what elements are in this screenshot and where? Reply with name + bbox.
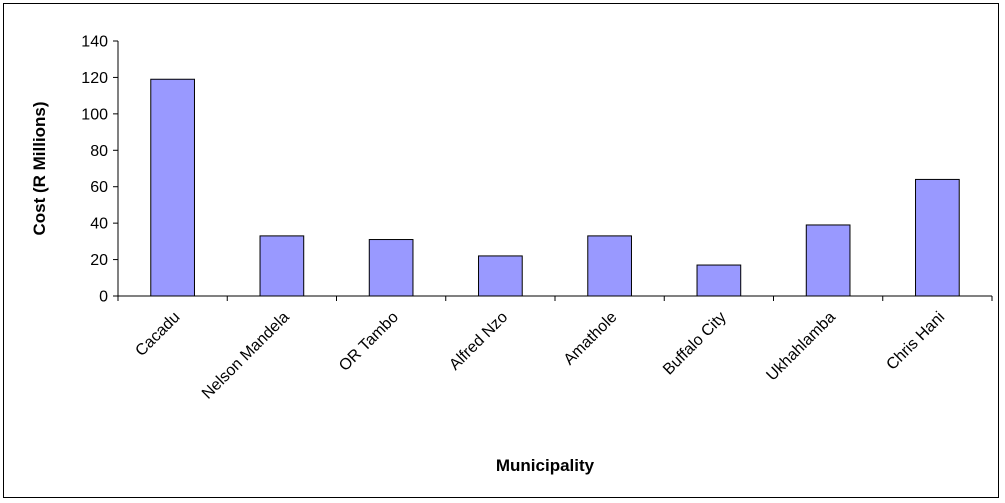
bar-cacadu — [150, 78, 195, 297]
y-tick-label: 100 — [81, 106, 108, 123]
x-tick-label: Buffalo City — [660, 309, 730, 379]
y-tick-label: 60 — [90, 179, 108, 196]
bar-amathole — [587, 235, 632, 297]
y-tick-label: 0 — [99, 289, 108, 306]
y-axis-title: Cost (R Millions) — [30, 101, 49, 235]
y-tick-label: 80 — [90, 143, 108, 160]
x-tick-label: Alfred Nzo — [446, 309, 511, 374]
bar-nelson-mandela — [259, 235, 305, 297]
x-tick-label: Amathole — [561, 309, 621, 369]
x-ticks-group: Cacadu Nelson Mandela OR Tambo Alfred Nzo Am… — [117, 296, 993, 403]
bars-group — [150, 78, 960, 297]
x-tick-label: Chris Hani — [883, 309, 948, 374]
y-tick-label: 140 — [81, 34, 108, 51]
bar-chris-hani — [915, 178, 960, 297]
x-tick-label: Nelson Mandela — [199, 309, 293, 403]
x-tick-label: Cacadu — [132, 309, 183, 360]
x-tick-label: Ukhahlamba — [763, 309, 839, 385]
bar-alfred-nzo — [478, 255, 523, 297]
y-ticks-group: 0 20 40 60 80 100 120 140 — [81, 34, 118, 306]
bar-ukhahlamba — [805, 224, 851, 297]
x-tick-label: OR Tambo — [336, 309, 402, 375]
bar-buffalo-city — [696, 264, 742, 297]
axes-group — [117, 41, 992, 297]
y-tick-label: 120 — [81, 70, 108, 87]
y-tick-label: 20 — [90, 252, 108, 269]
x-axis-title: Municipality — [496, 456, 595, 475]
bar-or-tambo — [368, 239, 414, 297]
y-tick-label: 40 — [90, 216, 108, 233]
